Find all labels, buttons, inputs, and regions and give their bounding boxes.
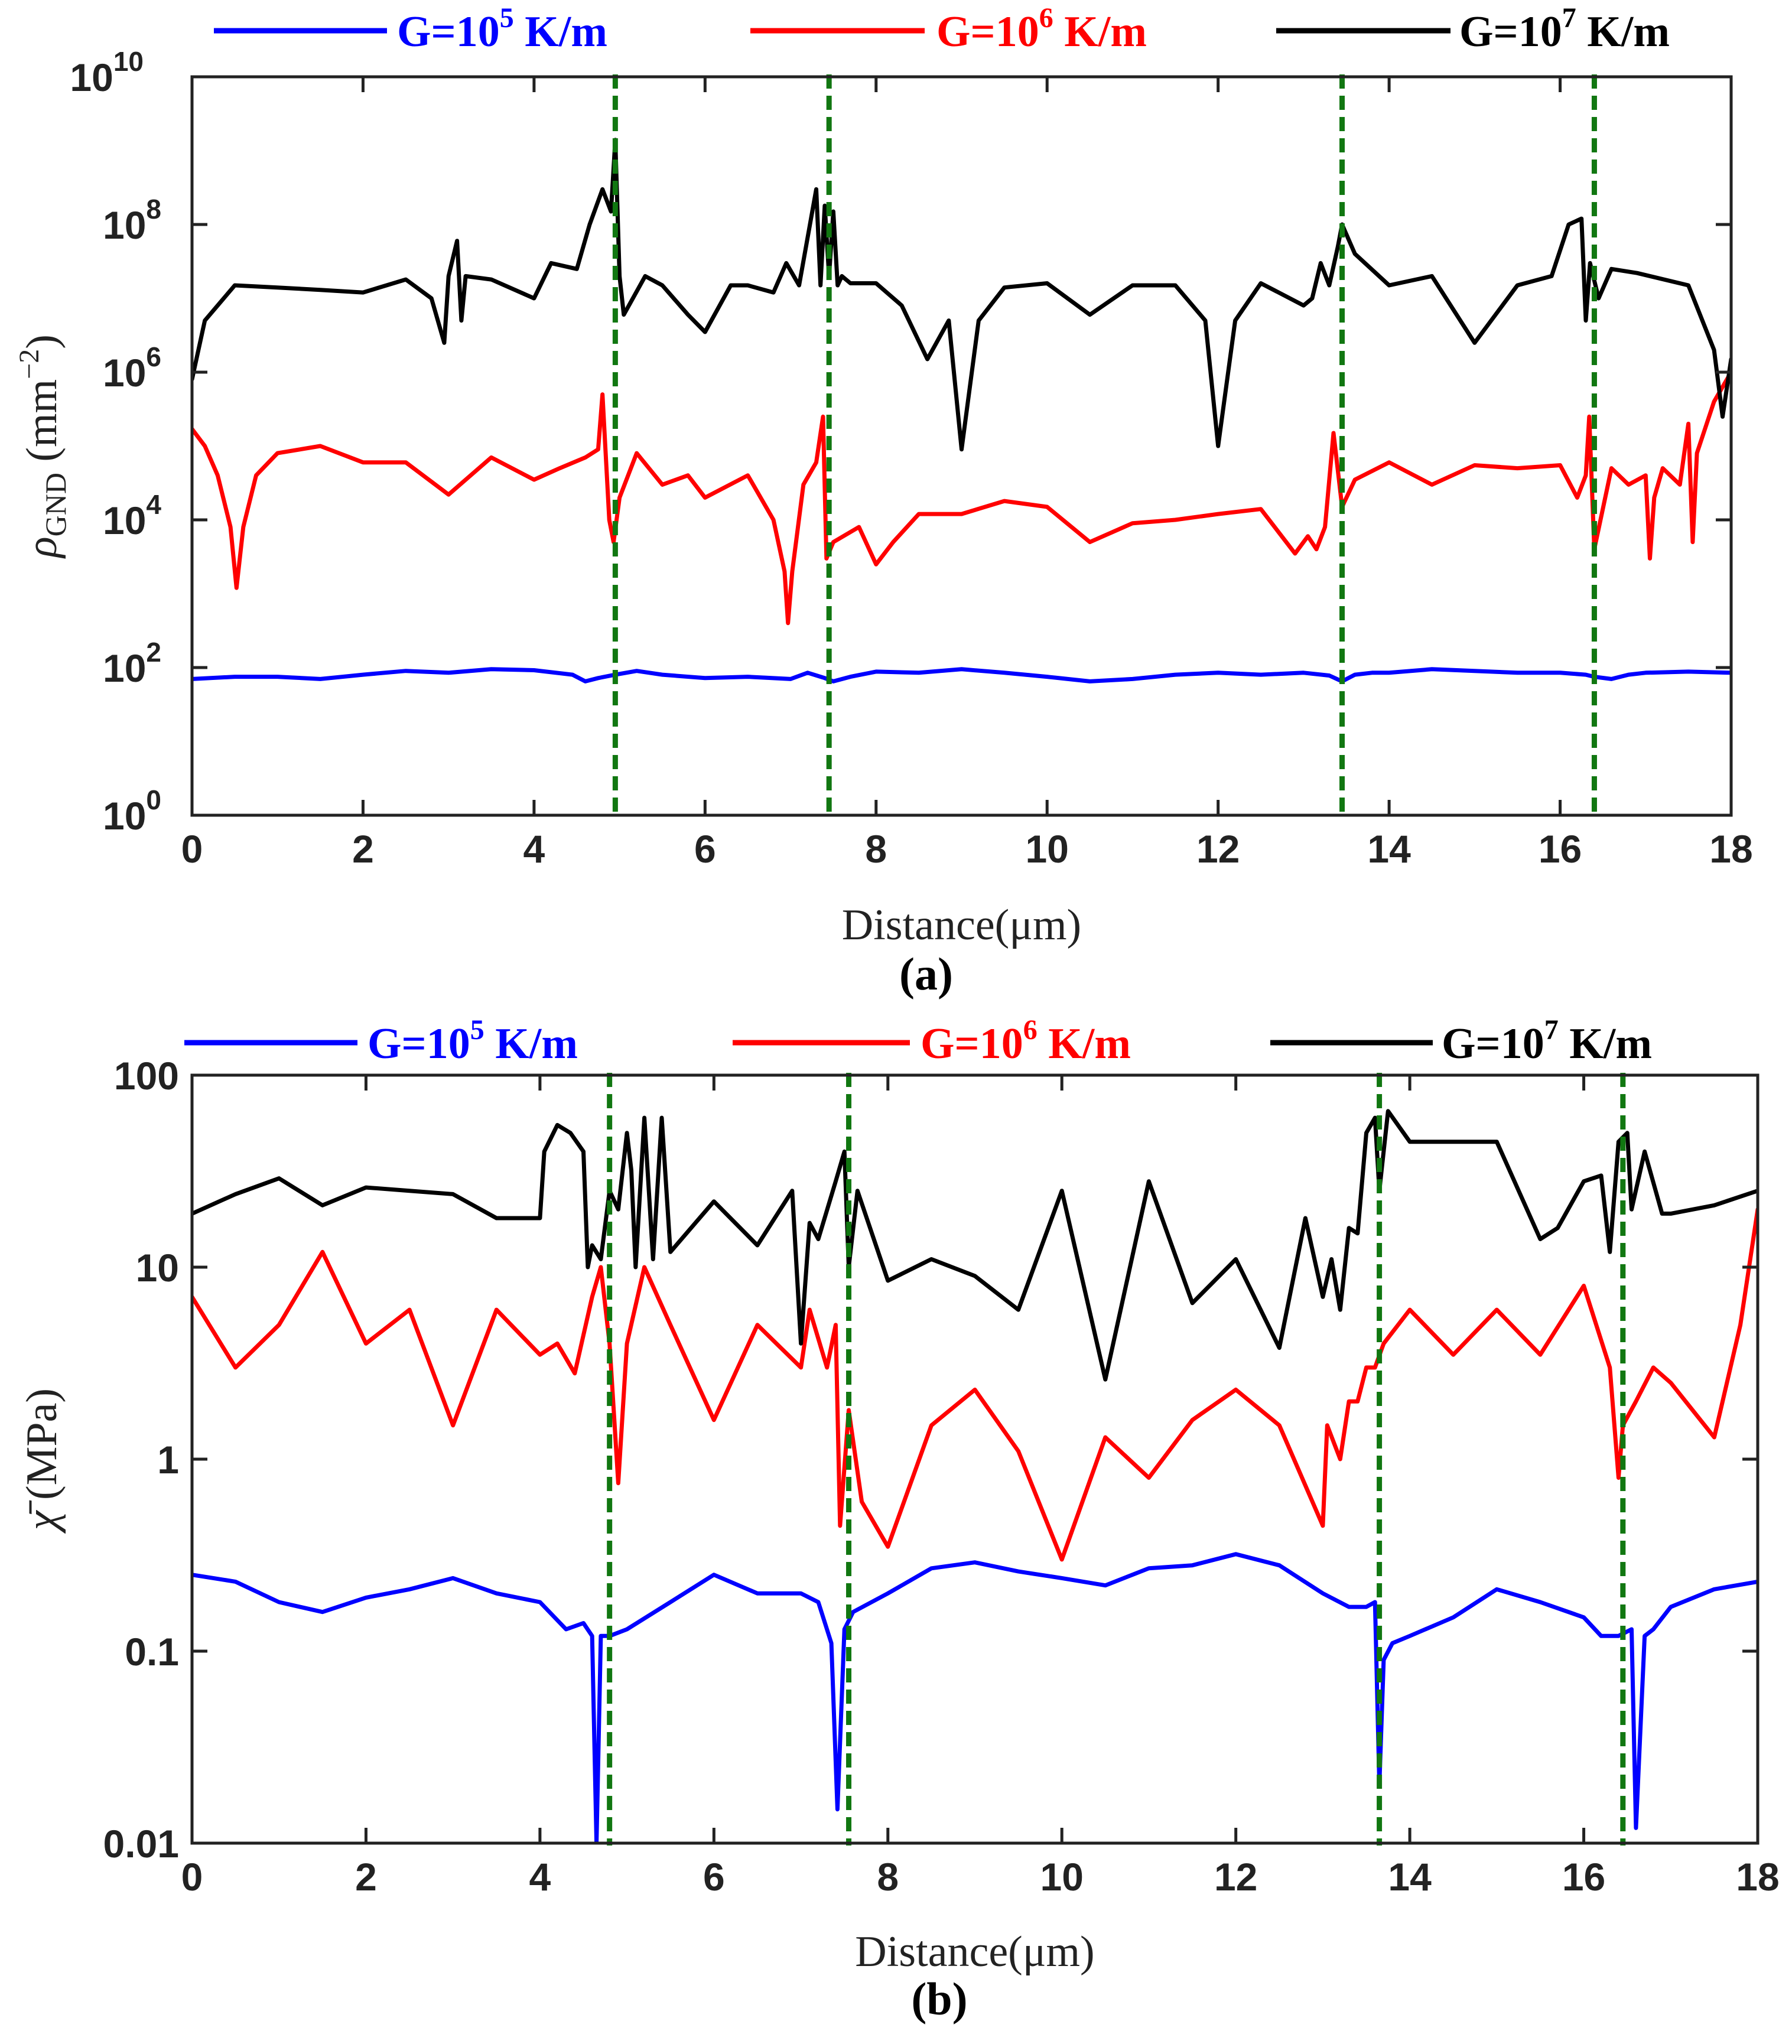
x-tick-label: 2 [352,827,374,871]
y-tick-base: 10 [103,499,146,542]
legend-prefix: G=10 [921,1020,1023,1068]
y-tick-label: 106 [103,341,161,395]
y-tick-exponent: 8 [146,194,161,224]
y-label-unit: (mm [18,379,66,473]
legend-suffix: K/m [484,1020,578,1068]
y-tick-base: 10 [103,351,146,395]
y-tick-exponent: 10 [113,46,144,77]
legend-label: G=106 K/m [921,1014,1131,1068]
legend-prefix: G=10 [1459,8,1562,56]
legend-prefix: G=10 [1442,1020,1544,1068]
legend-label: G=106 K/m [936,2,1147,56]
y-tick-label: 1010 [70,46,144,99]
x-tick-label: 2 [355,1855,377,1899]
series-group [192,1109,1758,1843]
x-tick-label: 8 [865,827,887,871]
series-line-g1e5 [192,667,1731,683]
y-tick-label: 108 [103,194,161,247]
legend-prefix: G=10 [936,8,1039,56]
legend-exponent: 7 [1562,2,1576,34]
legend-exponent: 6 [1039,2,1053,34]
series-line-g1e7 [192,138,1731,452]
x-tick-label: 10 [1026,827,1069,871]
panel-label: (b) [911,1973,967,2025]
y-label-unit-close: ) [18,334,66,349]
x-tick-label: 14 [1388,1855,1432,1899]
y-tick-label: 1 [157,1438,179,1482]
x-axis-label: Distance(μm) [842,901,1081,949]
y-tick-label: 0.1 [125,1630,179,1674]
x-tick-label: 18 [1709,827,1752,871]
x-tick-label: 16 [1539,827,1582,871]
x-tick-label: 8 [877,1855,899,1899]
legend-suffix: K/m [1559,1020,1652,1068]
y-label-unit: (MPa) [18,1388,66,1511]
legend-suffix: K/m [1038,1020,1131,1068]
panel-label: (a) [899,948,953,1000]
y-tick-exponent: 0 [146,785,161,815]
y-tick-base: 10 [70,56,113,99]
x-tick-label: 4 [523,827,545,871]
legend-label: G=105 K/m [367,1014,578,1068]
x-tick-label: 6 [703,1855,725,1899]
legend-prefix: G=10 [367,1020,470,1068]
y-tick-label: 100 [103,785,161,838]
y-tick-label: 104 [103,489,161,542]
y-tick-exponent: 4 [146,489,161,520]
series-line-g1e6 [192,1207,1758,1562]
y-tick-exponent: 2 [146,637,161,668]
series-line-g1e7 [192,1109,1758,1382]
legend-label: G=107 K/m [1442,1014,1652,1068]
x-tick-label: 4 [529,1855,551,1899]
x-tick-label: 0 [181,827,203,871]
y-axis-label: ρGND (mm−2) [14,334,72,559]
legend-exponent: 6 [1023,1014,1038,1046]
legend-suffix: K/m [1053,8,1147,56]
x-tick-label: 0 [181,1855,203,1899]
legend-suffix: K/m [514,8,607,56]
series-line-g1e5 [192,1552,1758,1843]
y-tick-exponent: 6 [146,341,161,372]
x-tick-label: 16 [1562,1855,1605,1899]
x-tick-label: 10 [1040,1855,1084,1899]
x-tick-label: 18 [1736,1855,1779,1899]
y-tick-label: 102 [103,637,161,690]
y-label-symbol: ρ [18,536,66,559]
legend-label: G=105 K/m [397,2,607,56]
chart-panel-a: 0 2 4 6 8 10 12 14 16 181001021041061081010G=105 … [14,2,1753,1000]
legend-exponent: 5 [500,2,514,34]
y-tick-label: 0.01 [103,1822,179,1866]
x-tick-label: 12 [1214,1855,1257,1899]
plot-area [192,1075,1758,1843]
legend-label: G=107 K/m [1459,2,1670,56]
y-tick-base: 10 [103,203,146,247]
x-axis-label: Distance(μm) [855,1928,1094,1976]
x-tick-label: 14 [1367,827,1411,871]
legend-suffix: K/m [1576,8,1670,56]
y-label-subscript: GND [39,473,72,536]
axes-frame [190,75,1733,817]
y-tick-label: 100 [114,1054,179,1098]
y-tick-base: 10 [103,646,146,690]
y-tick-base: 10 [103,794,146,838]
y-tick-label: 10 [136,1246,179,1290]
legend-exponent: 5 [470,1014,484,1046]
x-tick-label: 12 [1196,827,1240,871]
x-tick-label: 6 [694,827,716,871]
legend-prefix: G=10 [397,8,500,56]
y-axis-label: χ̄ (MPa) [18,1388,66,1534]
legend-exponent: 7 [1544,1014,1559,1046]
y-label-unit-superscript: −2 [14,349,45,379]
